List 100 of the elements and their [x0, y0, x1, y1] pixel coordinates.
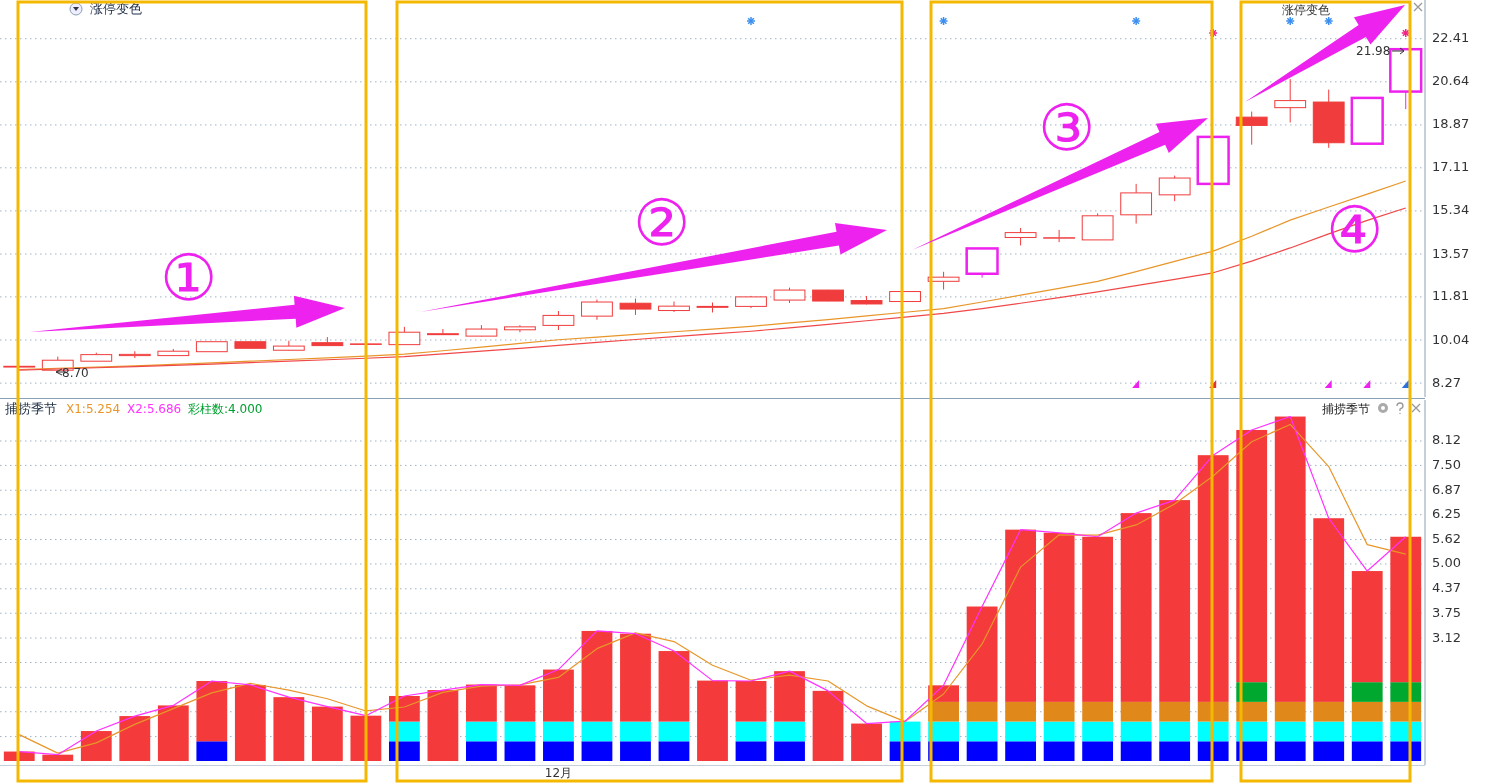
bar — [1043, 741, 1075, 761]
bar — [620, 741, 651, 761]
bar — [1082, 536, 1114, 702]
y-tick-label: 22.41 — [1432, 30, 1470, 46]
y-tick-label: 4.37 — [1432, 580, 1461, 596]
y-tick-label: 15.34 — [1432, 202, 1470, 218]
bar — [581, 721, 613, 742]
bar — [119, 716, 151, 761]
candlestick — [581, 299, 613, 321]
annotation: 涨停变色 — [1282, 3, 1330, 17]
bar — [1043, 721, 1075, 742]
bar — [504, 741, 536, 761]
bar — [504, 685, 536, 722]
bar — [658, 741, 690, 761]
bar — [1005, 529, 1037, 702]
y-tick-label: 5.00 — [1432, 555, 1461, 571]
y-tick-label: 18.87 — [1432, 116, 1470, 132]
bar — [1351, 741, 1383, 761]
bar — [620, 721, 651, 742]
y-tick-label: 3.75 — [1432, 604, 1461, 620]
y-tick-label: 11.81 — [1432, 288, 1470, 304]
y-tick-label: 6.25 — [1432, 506, 1461, 522]
bar — [543, 669, 574, 722]
bar — [196, 741, 228, 761]
bar — [812, 690, 844, 761]
bar — [1005, 701, 1037, 722]
annotation: 彩柱数:4.000 — [188, 402, 263, 416]
bar — [1120, 721, 1152, 742]
bar — [1159, 741, 1191, 761]
bar — [735, 741, 767, 761]
bar — [1390, 701, 1422, 722]
bar — [966, 741, 998, 761]
candlestick — [1274, 78, 1307, 124]
bar — [1005, 721, 1037, 742]
bar — [1236, 682, 1268, 702]
bar — [1274, 416, 1306, 702]
bar — [466, 684, 497, 722]
bar — [851, 723, 882, 761]
annotation: ② — [633, 186, 691, 260]
bar — [966, 701, 998, 722]
bar — [774, 671, 805, 722]
bar — [543, 721, 574, 742]
bar — [388, 741, 420, 761]
bar — [1313, 741, 1345, 761]
bar — [504, 721, 536, 742]
bar — [1351, 721, 1383, 742]
candlestick — [1043, 229, 1076, 243]
candlestick — [1120, 183, 1153, 225]
y-tick-label: 3.12 — [1432, 629, 1461, 645]
bar — [466, 741, 497, 761]
bar — [273, 697, 305, 761]
bar — [350, 715, 382, 761]
bar — [1120, 513, 1152, 702]
text: X1:5.254 — [66, 402, 121, 416]
bar — [928, 741, 959, 761]
bar — [196, 681, 228, 742]
bar — [311, 706, 343, 761]
bar — [234, 684, 266, 761]
y-tick-label: 7.50 — [1432, 456, 1461, 472]
bar — [620, 633, 651, 722]
bar — [1351, 701, 1383, 722]
bar — [1236, 741, 1268, 761]
bar — [1082, 701, 1114, 722]
y-tick-label: 10.04 — [1432, 331, 1470, 347]
bar — [735, 681, 767, 722]
annotation: ③ — [1038, 91, 1096, 165]
bar — [1120, 701, 1152, 722]
bar — [1313, 721, 1345, 742]
bar — [1197, 701, 1229, 722]
bar — [735, 721, 767, 742]
bar — [1351, 571, 1383, 683]
bar — [1313, 701, 1345, 722]
candlestick — [1312, 89, 1345, 149]
candlestick — [658, 301, 690, 312]
bar — [1390, 682, 1422, 702]
bar — [581, 630, 613, 722]
y-tick-label: 8.12 — [1432, 432, 1461, 448]
annotation: ① — [160, 241, 218, 315]
bar — [1082, 721, 1114, 742]
candlestick — [504, 324, 536, 333]
bar — [1313, 518, 1345, 702]
text: X2:5.686 — [127, 402, 182, 416]
bar — [466, 721, 497, 742]
bar — [1159, 721, 1191, 742]
annotation: 捕捞季节 — [1322, 402, 1370, 416]
y-tick-label: 17.11 — [1432, 159, 1470, 175]
y-tick-label: 13.57 — [1432, 245, 1470, 261]
bar — [1274, 741, 1306, 761]
bar — [697, 680, 728, 761]
annotation: 8.70 — [62, 366, 89, 380]
bar — [966, 721, 998, 742]
bar — [1082, 741, 1114, 761]
bar — [1005, 741, 1037, 761]
bar — [1236, 701, 1268, 722]
y-tick-label: 20.64 — [1432, 73, 1470, 89]
bar — [774, 721, 805, 742]
bar — [966, 606, 998, 702]
bar — [1159, 500, 1191, 702]
bar — [1159, 701, 1191, 722]
bar — [774, 741, 805, 761]
